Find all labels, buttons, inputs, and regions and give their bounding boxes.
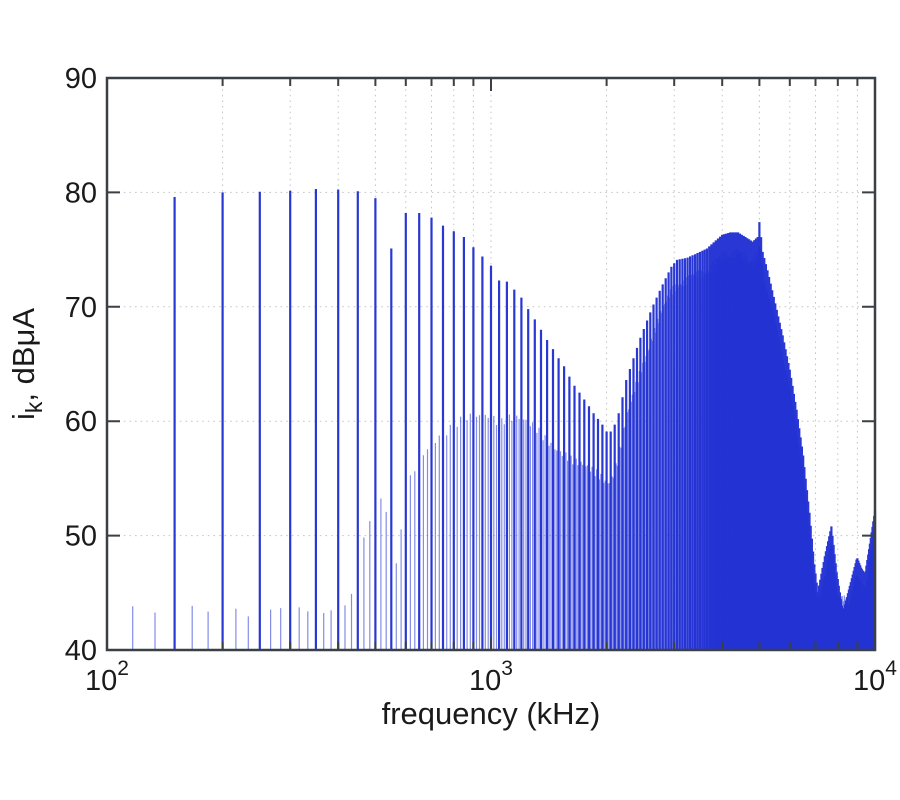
x-tick-label: 102 bbox=[85, 657, 129, 697]
axis-ticks bbox=[106, 77, 876, 651]
y-tick-label: 60 bbox=[65, 406, 97, 438]
y-axis-label: ik, dBμA bbox=[6, 308, 47, 420]
spectrum-harmonics bbox=[173, 189, 877, 650]
y-tick-label: 70 bbox=[65, 292, 97, 324]
x-tick-label: 103 bbox=[469, 657, 513, 697]
x-tick-labels: 102 103 104 bbox=[85, 657, 897, 697]
x-axis-label: frequency (kHz) bbox=[382, 696, 601, 731]
y-tick-label: 40 bbox=[65, 635, 97, 667]
y-tick-labels: 40 50 60 70 80 90 bbox=[65, 63, 97, 667]
y-tick-label: 80 bbox=[65, 177, 97, 209]
y-tick-label: 90 bbox=[65, 63, 97, 95]
x-tick-label: 104 bbox=[853, 657, 897, 697]
y-tick-label: 50 bbox=[65, 521, 97, 553]
